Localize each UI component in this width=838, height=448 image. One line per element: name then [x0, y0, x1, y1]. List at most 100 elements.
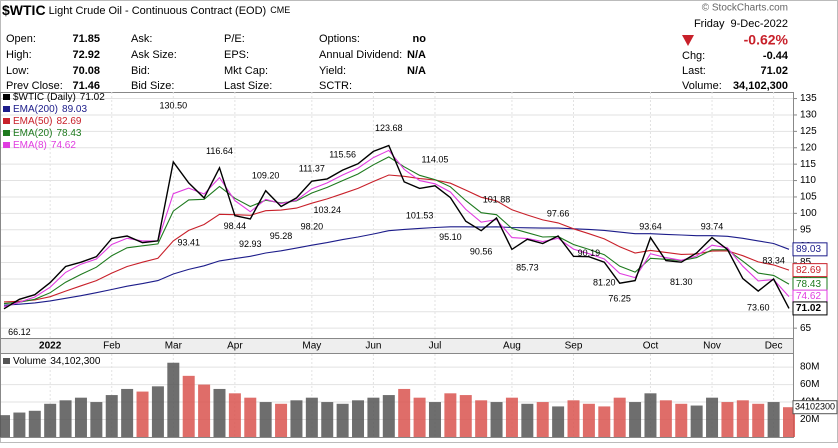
volume-bar — [305, 397, 318, 437]
price-annotation: 115.56 — [329, 150, 356, 160]
x-tick-label: Feb — [103, 341, 121, 352]
legend-swatch — [3, 358, 10, 364]
volume-last: 34,102,300 — [50, 356, 100, 367]
volume-bar — [213, 388, 226, 437]
legend-entry: EMA(50) 82.69 — [13, 116, 82, 127]
volume-bar — [721, 402, 734, 437]
price-annotation: 81.30 — [670, 277, 693, 287]
price-annotation: 93.64 — [639, 222, 662, 232]
price-annotation: 101.88 — [483, 195, 511, 205]
volume-bar — [398, 388, 411, 437]
quote-label: Low: — [6, 65, 29, 77]
volume-bar — [352, 400, 365, 437]
volume-bar — [367, 397, 380, 437]
symbol: $WTIC — [2, 2, 46, 18]
volume-bar — [567, 400, 580, 437]
volume-bar — [521, 403, 534, 437]
quote-label: Bid Size: — [131, 80, 174, 92]
volume-bar — [151, 386, 164, 437]
volume-bar — [382, 395, 395, 437]
quote-value: 72.92 — [72, 49, 100, 61]
volume-bar — [598, 406, 611, 437]
x-tick-label: Sep — [565, 341, 583, 352]
volume-bar — [459, 395, 472, 437]
legend-entry: $WTIC (Daily) 71.02 — [13, 92, 105, 103]
price-annotation: 111.37 — [299, 163, 325, 173]
price-annotation: 98.20 — [301, 222, 324, 232]
y-tick-label: 85 — [800, 257, 812, 268]
x-tick-label: Nov — [703, 341, 721, 352]
volume-bar — [629, 402, 642, 437]
y-tick-label: 65 — [800, 323, 812, 334]
price-annotation: 103.24 — [313, 205, 341, 215]
x-tick-label: Dec — [765, 341, 783, 352]
volume-bar — [182, 375, 195, 437]
y-tick-label: 60M — [800, 379, 819, 390]
legend-value: 74.62 — [51, 140, 76, 151]
stat-value: 34,102,300 — [733, 80, 788, 92]
volume-bar — [428, 402, 441, 437]
volume-bar — [736, 400, 749, 437]
y-tick-label: 125 — [800, 126, 817, 137]
legend-name: EMA(8) — [13, 140, 47, 151]
value-tag-label: 74.62 — [796, 291, 821, 302]
x-tick-label: Jun — [365, 341, 381, 352]
legend-swatch — [3, 118, 10, 124]
volume-bar — [659, 400, 672, 437]
y-tick-label: 115 — [800, 159, 816, 170]
price-annotation: 73.60 — [747, 302, 770, 312]
chart-heading: $WTIC Light Crude Oil - Continuous Contra… — [2, 2, 290, 18]
quote-value: N/A — [407, 49, 426, 61]
price-annotation: 92.93 — [239, 239, 262, 249]
legend-name: EMA(50) — [13, 116, 52, 127]
volume-bar — [536, 402, 549, 437]
value-tag-label: 34102300 — [795, 402, 835, 412]
price-annotation: 109.20 — [252, 171, 280, 181]
legend-swatch — [3, 142, 10, 148]
quote-value: 71.85 — [72, 33, 100, 45]
quote-label: P/E: — [224, 33, 245, 45]
legend-entry: EMA(8) 74.62 — [13, 140, 76, 151]
y-tick-label: 135 — [800, 93, 817, 104]
stat-value: -0.44 — [763, 50, 789, 62]
price-annotation: 81.20 — [593, 277, 616, 287]
y-tick-label: 100 — [800, 208, 817, 219]
volume-bar — [259, 402, 272, 437]
volume-bar — [74, 397, 87, 437]
price-annotation: 130.50 — [160, 101, 188, 111]
y-tick-label: 120 — [800, 142, 817, 153]
x-tick-label: Jul — [429, 341, 442, 352]
x-tick-label: 2022 — [39, 341, 62, 352]
weekday: Friday — [694, 18, 725, 30]
volume-title: Volume — [13, 356, 47, 367]
down-arrow — [682, 35, 694, 46]
quote-label: Bid: — [131, 65, 150, 77]
volume-bar — [59, 400, 72, 437]
value-tag-label: 82.69 — [796, 265, 821, 276]
volume-bar — [444, 393, 457, 437]
watermark: © StockCharts.com — [702, 3, 788, 14]
price-annotation: 93.41 — [177, 237, 200, 247]
change-percent: -0.62% — [744, 32, 789, 48]
volume-bar — [690, 405, 703, 437]
volume-bar — [136, 391, 149, 437]
series-line — [3, 174, 790, 303]
quote-label: Yield: — [319, 65, 346, 77]
legend-value: 82.69 — [56, 116, 81, 127]
quote-label: EPS: — [224, 49, 249, 61]
y-tick-label: 20M — [800, 414, 819, 425]
volume-bar — [228, 393, 241, 437]
price-annotation: 97.66 — [547, 208, 570, 218]
quote-label: Options: — [319, 33, 360, 45]
series-line — [3, 144, 790, 310]
volume-bar — [275, 403, 288, 437]
quote-label: Annual Dividend: — [319, 49, 402, 61]
quote-label: Ask Size: — [131, 49, 177, 61]
quote-label: Mkt Cap: — [224, 65, 268, 77]
quote-label: High: — [6, 49, 32, 61]
quote-label: Prev Close: — [6, 80, 63, 92]
volume-legend: Volume 34,102,300 — [13, 356, 101, 367]
price-annotation: 83.34 — [762, 255, 785, 265]
value-tag-label: 89.03 — [796, 244, 821, 255]
